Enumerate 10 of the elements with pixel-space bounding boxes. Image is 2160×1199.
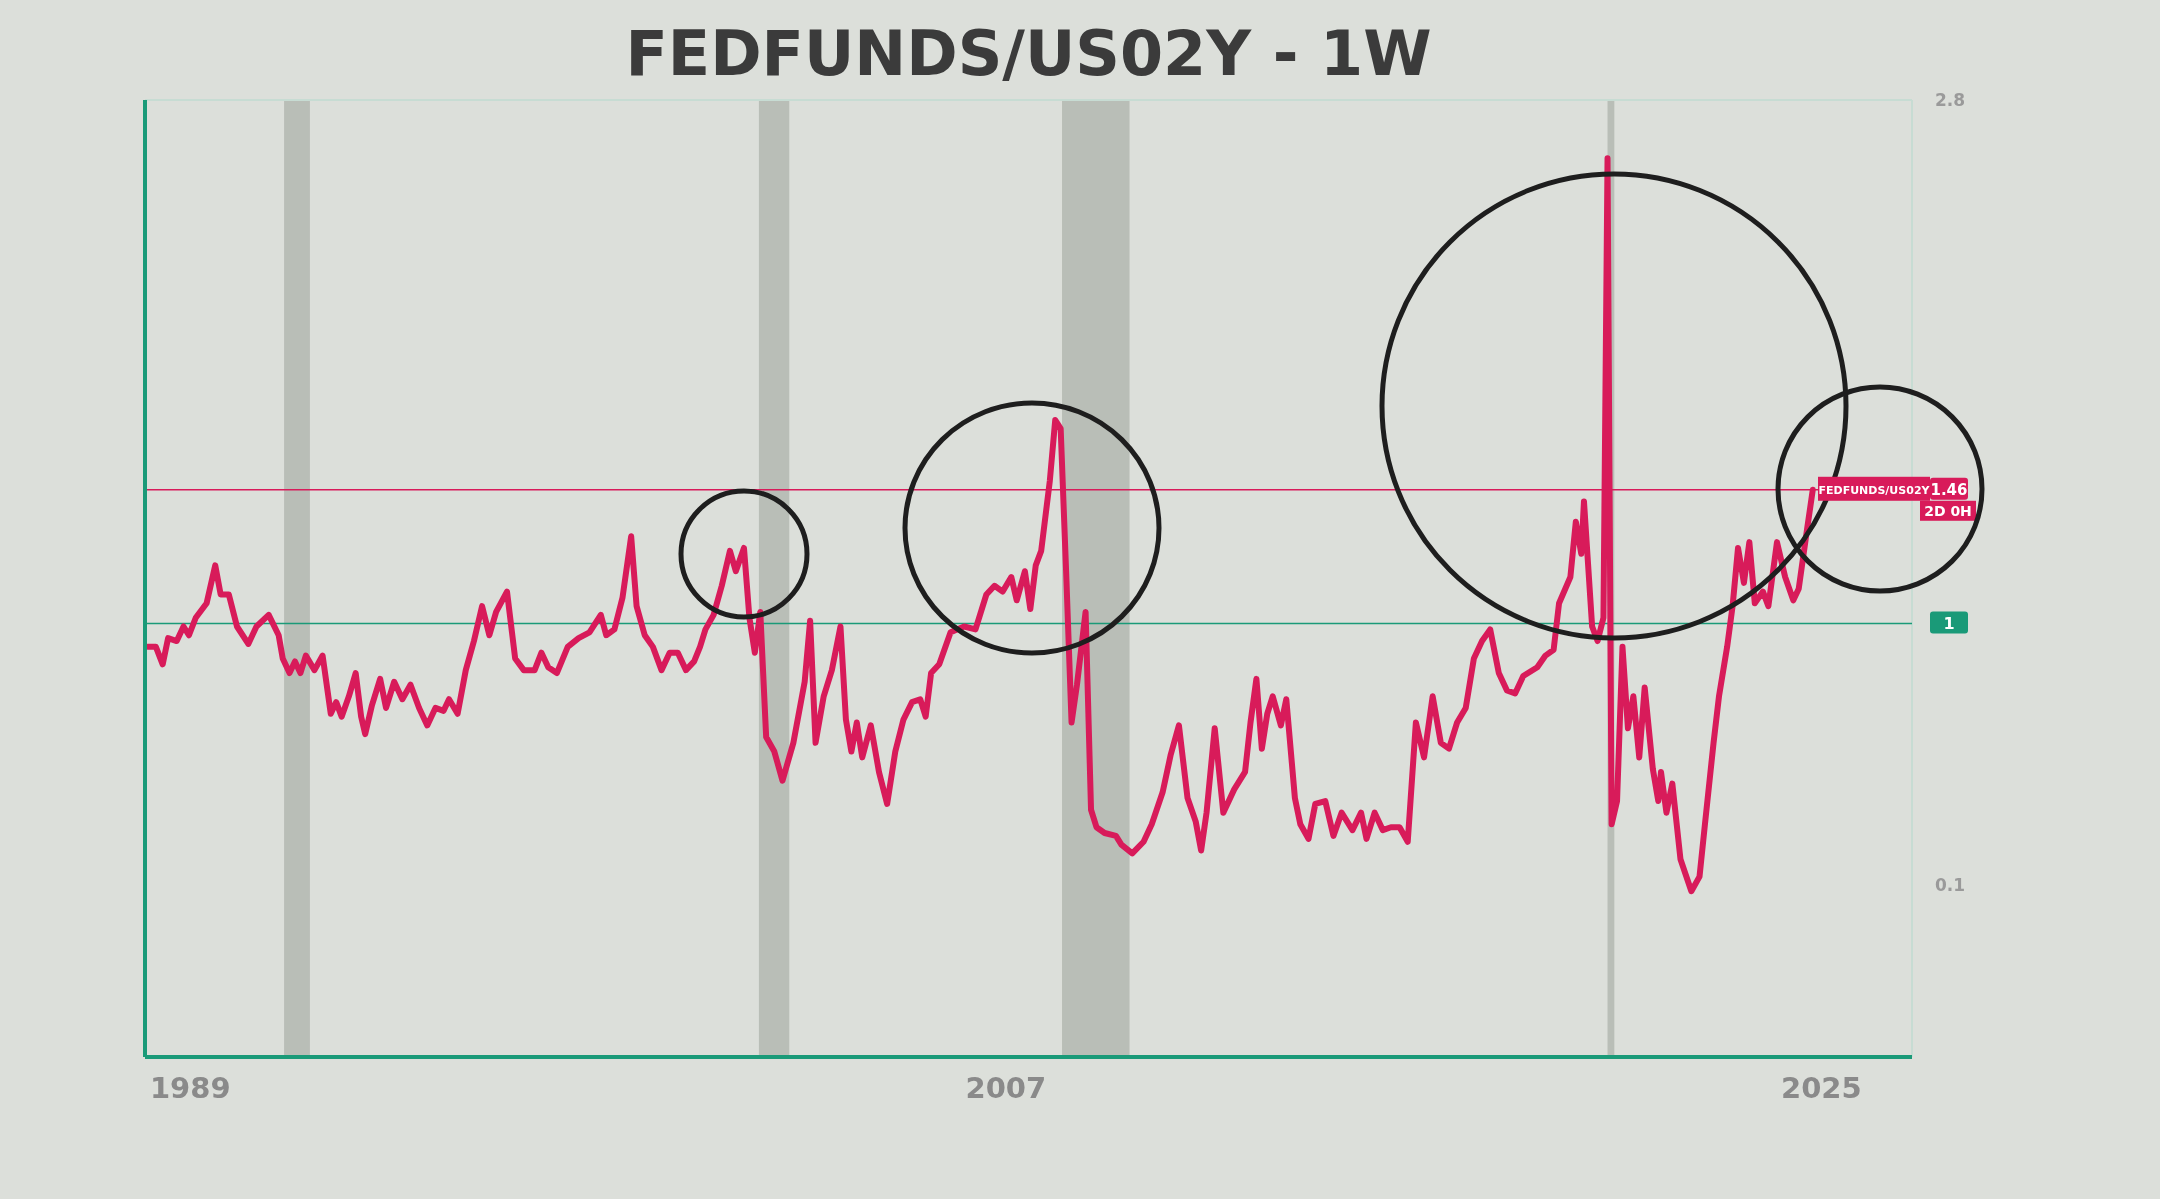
x-tick-label: 2025 bbox=[1781, 1071, 1862, 1105]
ref-line-label: 1 bbox=[1943, 613, 1955, 633]
text: 2D 0H bbox=[1924, 502, 1972, 519]
y-tick-label: 0.1 bbox=[1934, 875, 1966, 896]
y-tick-label: 2.8 bbox=[1934, 90, 1966, 110]
chart-title: FEDFUNDS/US02Y - 1W bbox=[625, 17, 1432, 90]
ref-line-label: 1.46 bbox=[1930, 480, 1968, 499]
x-tick-label: 1989 bbox=[149, 1071, 231, 1105]
x-tick-label: 2007 bbox=[965, 1071, 1047, 1105]
legend-label: FEDFUNDS/US02Y bbox=[1818, 483, 1931, 497]
